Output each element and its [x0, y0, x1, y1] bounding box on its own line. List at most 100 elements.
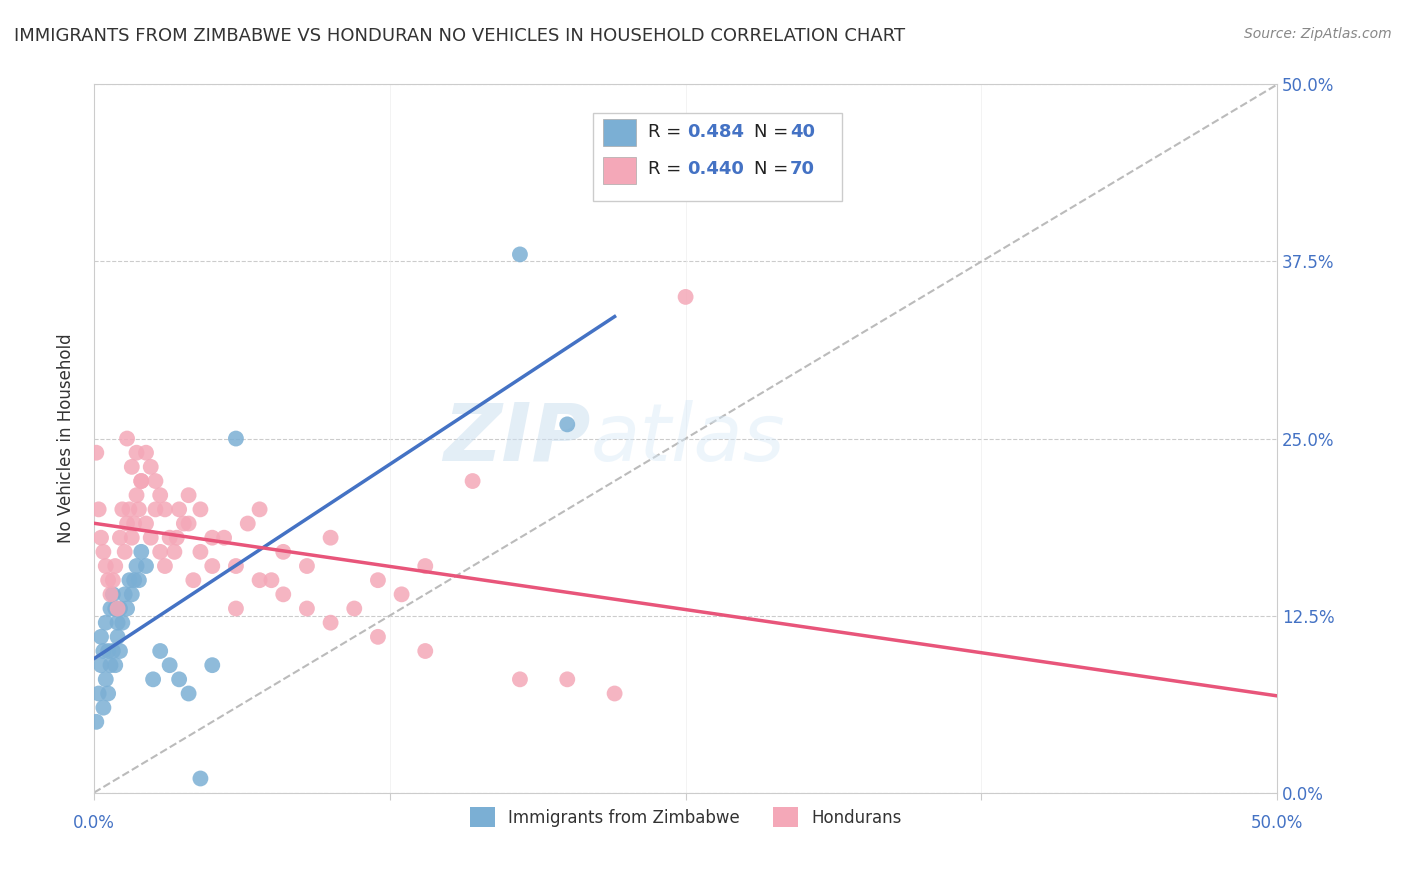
Point [97, 644, 120, 658]
Point [153, 559, 176, 574]
Point [145, 502, 167, 516]
Point [108, 644, 131, 658]
Point [201, 559, 224, 574]
Point [190, 502, 212, 516]
Point [142, 673, 165, 687]
Point [461, 474, 484, 488]
Point [159, 658, 181, 673]
Point [107, 615, 129, 630]
Point [509, 673, 531, 687]
Point [236, 516, 259, 531]
Point [84, 714, 107, 729]
Point [190, 772, 212, 786]
Y-axis label: No Vehicles in Household: No Vehicles in Household [58, 334, 75, 543]
Point [129, 474, 152, 488]
Point [121, 587, 143, 601]
Point [93, 545, 115, 559]
Point [249, 573, 271, 587]
Text: R =: R = [648, 161, 686, 178]
Point [101, 587, 124, 601]
Point [114, 587, 136, 601]
FancyBboxPatch shape [603, 157, 636, 184]
Point [295, 559, 318, 574]
Point [101, 644, 124, 658]
Point [122, 516, 145, 531]
Point [603, 686, 626, 700]
Point [100, 601, 122, 615]
Point [107, 630, 129, 644]
Point [249, 502, 271, 516]
Point [115, 432, 138, 446]
Point [114, 545, 136, 559]
Point [139, 459, 162, 474]
Text: atlas: atlas [591, 400, 786, 477]
Text: 50.0%: 50.0% [1251, 814, 1303, 832]
Point [125, 488, 148, 502]
Text: IMMIGRANTS FROM ZIMBABWE VS HONDURAN NO VEHICLES IN HOUSEHOLD CORRELATION CHART: IMMIGRANTS FROM ZIMBABWE VS HONDURAN NO … [14, 27, 905, 45]
Point [319, 615, 342, 630]
Point [135, 559, 157, 574]
Point [555, 417, 578, 432]
Point [149, 644, 172, 658]
Point [104, 559, 127, 574]
Point [153, 502, 176, 516]
Point [129, 474, 152, 488]
Point [675, 290, 697, 304]
Point [100, 587, 122, 601]
FancyBboxPatch shape [593, 112, 842, 202]
Text: 0.440: 0.440 [686, 161, 744, 178]
Point [115, 601, 138, 615]
Point [104, 658, 127, 673]
Point [145, 474, 167, 488]
Text: 40: 40 [790, 123, 814, 141]
Point [111, 502, 134, 516]
Text: N =: N = [754, 161, 794, 178]
Point [413, 559, 436, 574]
Point [97, 686, 120, 700]
Point [135, 516, 157, 531]
Point [94, 615, 117, 630]
Text: Source: ZipAtlas.com: Source: ZipAtlas.com [1244, 27, 1392, 41]
Point [100, 658, 122, 673]
Point [84, 446, 107, 460]
Point [93, 644, 115, 658]
Point [90, 630, 112, 644]
Point [128, 573, 150, 587]
Text: 0.484: 0.484 [686, 123, 744, 141]
Point [212, 531, 235, 545]
Point [118, 502, 141, 516]
Point [149, 488, 172, 502]
Text: 70: 70 [790, 161, 814, 178]
Point [167, 673, 190, 687]
Point [87, 686, 110, 700]
Point [115, 516, 138, 531]
Point [125, 559, 148, 574]
Point [391, 587, 413, 601]
Point [260, 573, 283, 587]
Point [122, 573, 145, 587]
Text: R =: R = [648, 123, 686, 141]
Point [201, 658, 224, 673]
Point [108, 531, 131, 545]
Point [166, 531, 188, 545]
Point [295, 601, 318, 615]
Point [101, 573, 124, 587]
Point [125, 446, 148, 460]
Point [190, 545, 212, 559]
Point [94, 673, 117, 687]
Point [121, 531, 143, 545]
Point [367, 630, 389, 644]
Point [97, 573, 120, 587]
Point [183, 573, 205, 587]
Point [94, 559, 117, 574]
Point [343, 601, 366, 615]
Point [225, 559, 247, 574]
Legend: Immigrants from Zimbabwe, Hondurans: Immigrants from Zimbabwe, Hondurans [463, 800, 908, 834]
Point [104, 601, 127, 615]
Point [177, 516, 200, 531]
Point [139, 531, 162, 545]
Text: 0.0%: 0.0% [73, 814, 115, 832]
Point [225, 432, 247, 446]
Point [108, 601, 131, 615]
Text: ZIP: ZIP [443, 400, 591, 477]
